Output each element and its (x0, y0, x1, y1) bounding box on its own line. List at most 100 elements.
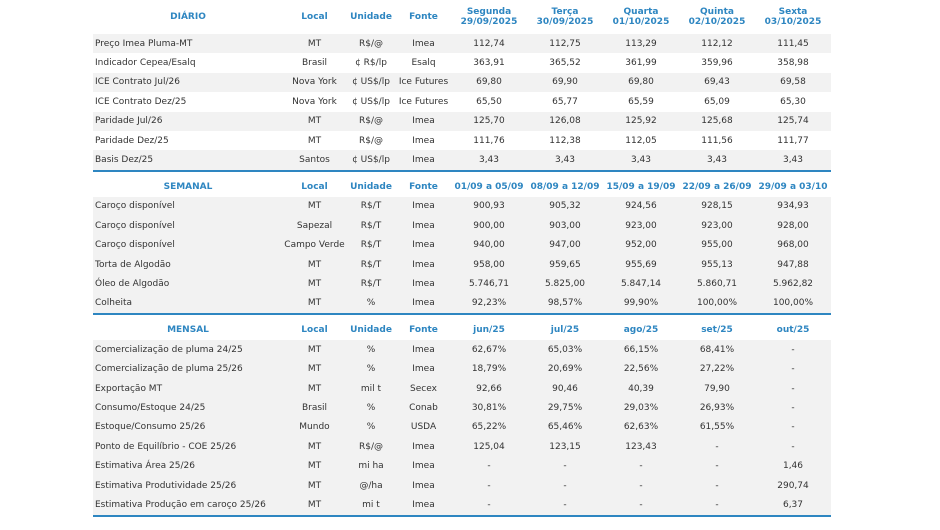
row-value: 69,80 (603, 72, 679, 93)
table-row: Indicador Cepea/Esalq Brasil ¢ R$/lp Esalq 3… (93, 53, 831, 72)
daily-weekday-row: DIÁRIO Local Unidade Fonte Segunda Terça Quart… (93, 0, 831, 22)
row-value: 968,00 (755, 235, 831, 255)
row-label: Ponto de Equilíbrio - COE 25/26 (93, 437, 283, 457)
row-label: Preço Imea Pluma-MT (93, 34, 283, 54)
row-source: Imea (396, 475, 451, 496)
row-value: 126,08 (527, 111, 603, 131)
row-source: Imea (396, 293, 451, 315)
row-value: 125,92 (603, 111, 679, 131)
row-value: 62,63% (603, 417, 679, 438)
table-row: Exportação MT MT mil t Secex 92,66 90,46 40,39… (93, 378, 831, 399)
section-divider (93, 313, 831, 321)
row-value: 1,46 (755, 456, 831, 476)
row-unit: ¢ US$/lp (346, 150, 396, 171)
row-unit: % (346, 359, 396, 379)
row-value: 123,43 (603, 437, 679, 457)
source-header: Fonte (409, 12, 438, 22)
row-value: 934,93 (755, 196, 831, 217)
row-value: 69,58 (755, 72, 831, 93)
row-local: MT (283, 274, 346, 294)
row-local: MT (283, 437, 346, 457)
row-value: 40,39 (603, 378, 679, 399)
row-value: 68,41% (679, 340, 755, 360)
weekday-header: Sexta (778, 7, 808, 17)
period-header: 29/09 a 03/10 (758, 181, 828, 192)
table-row: Comercialização de pluma 24/25 MT% Imea 62,… (93, 340, 831, 360)
row-source: Secex (396, 378, 451, 399)
row-value: 923,00 (679, 216, 755, 236)
row-unit: mi ha (346, 456, 396, 476)
table-row: Caroço disponível Sapezal R$/T Imea 900,00 90… (93, 216, 831, 236)
row-value: 111,45 (755, 34, 831, 54)
table-row: Caroço disponível MT R$/T Imea 900,93 905,32 9… (93, 196, 831, 217)
row-value: 358,98 (777, 58, 809, 69)
row-value: 69,90 (527, 72, 603, 93)
row-value: 958,00 (451, 254, 527, 275)
local-header: Local (301, 12, 328, 22)
row-local: Santos (283, 150, 346, 171)
table-row: Estimativa Área 25/26 MT mi ha Imea - - - -1,46 (93, 456, 831, 476)
row-value: 5.962,82 (755, 274, 831, 294)
row-value: 111,56 (701, 135, 733, 146)
row-value: 5.746,71 (451, 274, 527, 294)
row-label: Estimativa Produção em caroço 25/26 (93, 495, 283, 516)
table-row: Paridade Jul/26 MT R$/@ Imea 125,70 126,08 125… (93, 111, 831, 131)
row-value: 99,90% (603, 293, 679, 315)
row-local: Sapezal (283, 216, 346, 236)
table-row: Basis Dez/25 Santos ¢ US$/lp Imea 3,43 3,43 3,… (93, 150, 831, 171)
row-value: 959,65 (527, 254, 603, 275)
weekday-header: Terça (551, 7, 579, 17)
period-header: set/25 (701, 325, 733, 336)
row-source: Imea (396, 340, 451, 360)
row-label: Caroço disponível (93, 216, 283, 236)
row-value: 361,99 (625, 58, 657, 69)
row-value: 29,03% (603, 398, 679, 418)
row-value: 111,76 (473, 135, 505, 146)
row-value: 900,93 (451, 196, 527, 217)
row-value: 955,13 (679, 254, 755, 275)
row-value: 61,55% (679, 417, 755, 438)
row-unit: R$/@ (346, 437, 396, 457)
row-value: 98,57% (527, 293, 603, 315)
row-source: USDA (396, 417, 451, 438)
row-value: 123,15 (527, 437, 603, 457)
row-source: Imea (396, 274, 451, 294)
row-label: Exportação MT (93, 378, 283, 399)
weekly-section-title: SEMANAL (163, 181, 213, 192)
period-header: jun/25 (473, 325, 505, 336)
row-value: 947,88 (755, 254, 831, 275)
row-label: Estimativa Produtividade 25/26 (93, 475, 283, 496)
row-label: Estoque/Consumo 25/26 (93, 417, 283, 438)
row-label: Comercialização de pluma 25/26 (93, 359, 283, 379)
row-source: Imea (396, 359, 451, 379)
unit-header: Unidade (350, 181, 392, 192)
row-source: Imea (396, 196, 451, 217)
row-value: 125,68 (679, 111, 755, 131)
table-body: DIÁRIO Local Unidade Fonte Segunda Terça Quart… (93, 0, 831, 520)
row-value: 903,00 (527, 216, 603, 236)
row-value: - (755, 417, 831, 438)
row-value: 100,00% (755, 293, 831, 315)
row-label: Basis Dez/25 (93, 150, 283, 171)
row-local: MT (283, 34, 346, 54)
row-source: Imea (396, 495, 451, 516)
row-local: MT (283, 456, 346, 476)
row-value: - (603, 495, 679, 516)
date-header: 03/10/2025 (764, 17, 822, 27)
row-value: 947,00 (527, 235, 603, 255)
indicators-table: DIÁRIO Local Unidade Fonte Segunda Terça Quart… (93, 0, 831, 520)
row-value: 6,37 (755, 495, 831, 516)
row-value: 26,93% (679, 398, 755, 418)
weekday-header: Quarta (623, 7, 659, 17)
row-value: 92,66 (451, 378, 527, 399)
source-header: Fonte (409, 181, 438, 192)
row-value: 112,05 (625, 135, 657, 146)
table-row: Estimativa Produção em caroço 25/26 MT mi … (93, 495, 831, 516)
row-value: 100,00% (679, 293, 755, 315)
row-label: Óleo de Algodão (93, 274, 283, 294)
row-value: 112,75 (527, 34, 603, 54)
weekly-header-row: SEMANAL Local Unidade Fonte 01/09 a 05/09 08/… (93, 177, 831, 197)
section-divider (93, 169, 831, 177)
row-local: MT (307, 135, 322, 146)
row-unit: mi t (346, 495, 396, 516)
